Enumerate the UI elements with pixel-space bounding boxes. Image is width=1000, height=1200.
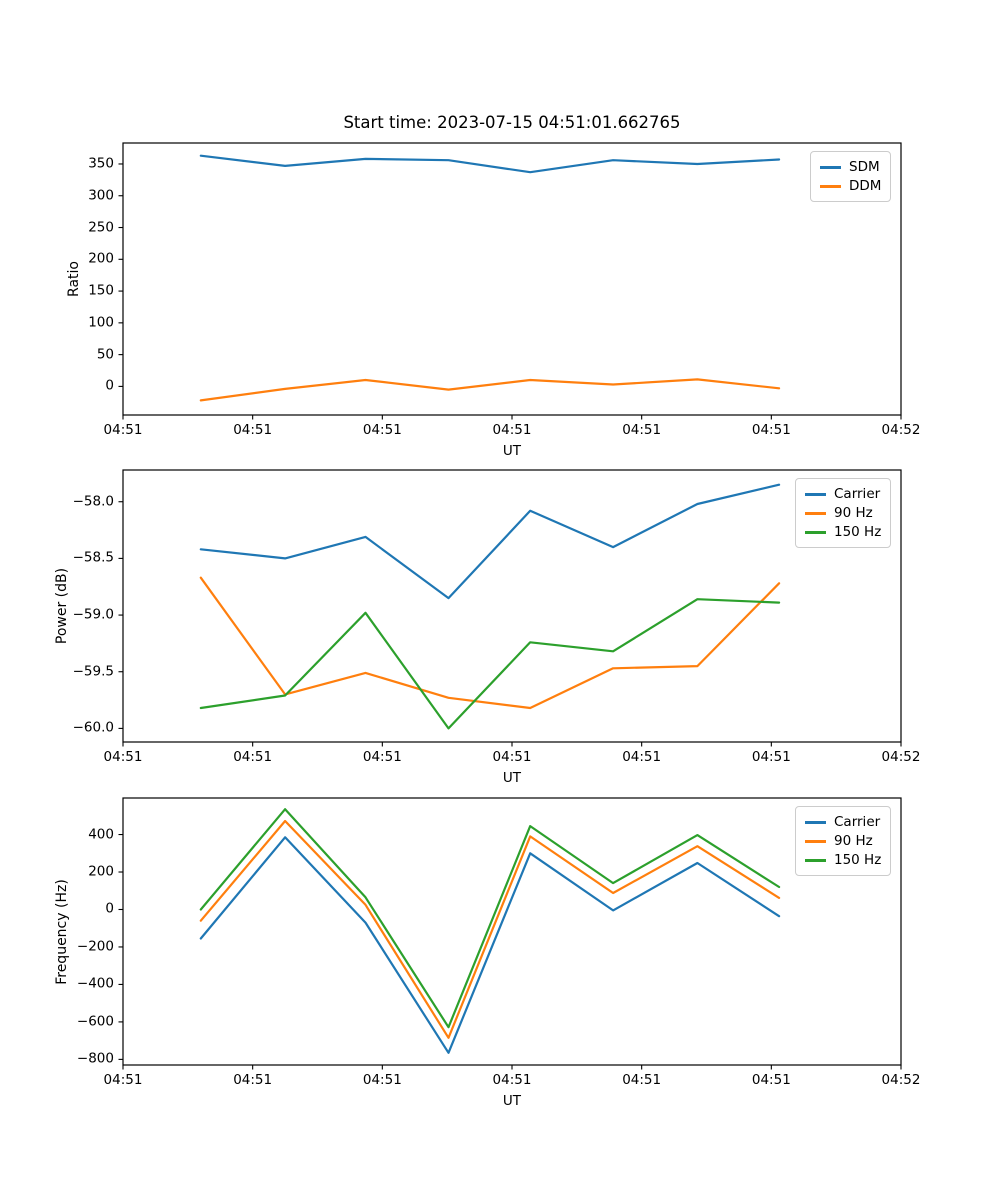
- legend-line-sample-icon: [805, 859, 826, 862]
- ratio-x-tick-label: 04:51: [622, 422, 662, 438]
- freq-series-carrier: [199, 836, 781, 1054]
- ratio-x-tick-label: 04:52: [881, 422, 921, 438]
- ratio-y-tick-label: 350: [88, 155, 114, 172]
- power-y-tick-label: −58.5: [72, 549, 114, 566]
- ratio-x-tick-label: 04:51: [362, 422, 402, 438]
- legend-entry-label: 90 Hz: [834, 504, 873, 521]
- power-legend-entry: 90 Hz: [805, 504, 881, 523]
- power-x-tick-label: 04:51: [622, 749, 662, 765]
- freq-legend: Carrier 90 Hz 150 Hz: [795, 806, 892, 876]
- freq-x-tick-label: 04:51: [492, 1072, 532, 1088]
- legend-line-sample-icon: [820, 185, 841, 188]
- ratio-y-tick-label: 250: [88, 218, 114, 235]
- ratio-y-tick-label: 50: [96, 345, 114, 362]
- legend-entry-label: Carrier: [834, 813, 881, 830]
- power-x-tick-label: 04:52: [881, 749, 921, 765]
- freq-plot-frame: [122, 797, 902, 1066]
- freq-x-tick-label: 04:51: [233, 1072, 273, 1088]
- power-x-tick-label: 04:51: [492, 749, 532, 765]
- ratio-plot-frame: [122, 142, 902, 416]
- power-legend-entry: Carrier: [805, 485, 881, 504]
- power-legend: Carrier 90 Hz 150 Hz: [795, 478, 892, 548]
- power-y-tick-label: −58.0: [72, 492, 114, 509]
- freq-x-tick-label: 04:51: [622, 1072, 662, 1088]
- power-y-tick-label: −59.5: [72, 662, 114, 679]
- legend-line-sample-icon: [805, 531, 826, 534]
- ratio-xlabel: UT: [502, 443, 522, 459]
- power-ylabel: Power (dB): [54, 567, 70, 645]
- ratio-y-tick-label: 0: [105, 377, 114, 394]
- ratio-y-tick-label: 300: [88, 186, 114, 203]
- ratio-legend: SDM DDM: [810, 151, 892, 202]
- freq-series-90-hz: [199, 819, 781, 1039]
- freq-xlabel: UT: [502, 1093, 522, 1109]
- ratio-legend-entry: SDM: [820, 158, 881, 177]
- legend-entry-label: 150 Hz: [834, 523, 882, 540]
- ratio-x-tick-label: 04:51: [103, 422, 143, 438]
- freq-y-tick-label: −200: [76, 938, 114, 955]
- ratio-x-tick-label: 04:51: [233, 422, 273, 438]
- freq-legend-entry: Carrier: [805, 813, 881, 832]
- freq-x-tick-label: 04:51: [751, 1072, 791, 1088]
- freq-y-tick-label: −600: [76, 1013, 114, 1030]
- ratio-y-tick-label: 150: [88, 282, 114, 299]
- power-series-carrier: [199, 483, 781, 600]
- legend-entry-label: 90 Hz: [834, 832, 873, 849]
- legend-line-sample-icon: [805, 840, 826, 843]
- freq-y-tick-label: 200: [88, 863, 114, 880]
- ratio-y-tick-label: 100: [88, 314, 114, 331]
- legend-line-sample-icon: [805, 493, 826, 496]
- ratio-x-tick-label: 04:51: [492, 422, 532, 438]
- power-x-tick-label: 04:51: [362, 749, 402, 765]
- freq-y-tick-label: −800: [76, 1050, 114, 1067]
- power-series-150-hz: [199, 598, 781, 730]
- ratio-series-sdm: [199, 154, 781, 174]
- legend-entry-label: 150 Hz: [834, 851, 882, 868]
- ratio-y-tick-label: 200: [88, 250, 114, 267]
- ratio-series-ddm: [199, 378, 781, 402]
- legend-line-sample-icon: [820, 166, 841, 169]
- freq-x-tick-label: 04:51: [362, 1072, 402, 1088]
- power-x-tick-label: 04:51: [233, 749, 273, 765]
- power-y-tick-label: −60.0: [72, 719, 114, 736]
- freq-y-tick-label: 400: [88, 825, 114, 842]
- legend-entry-label: Carrier: [834, 485, 881, 502]
- legend-entry-label: SDM: [849, 158, 880, 175]
- freq-y-tick-label: −400: [76, 975, 114, 992]
- legend-entry-label: DDM: [849, 177, 882, 194]
- freq-series-150-hz: [199, 808, 781, 1029]
- power-x-tick-label: 04:51: [103, 749, 143, 765]
- power-xlabel: UT: [502, 770, 522, 786]
- power-x-tick-label: 04:51: [751, 749, 791, 765]
- ratio-legend-entry: DDM: [820, 177, 881, 196]
- ratio-x-tick-label: 04:51: [751, 422, 791, 438]
- legend-line-sample-icon: [805, 821, 826, 824]
- freq-x-tick-label: 04:52: [881, 1072, 921, 1088]
- freq-x-tick-label: 04:51: [103, 1072, 143, 1088]
- freq-legend-entry: 90 Hz: [805, 832, 881, 851]
- power-y-tick-label: −59.0: [72, 606, 114, 623]
- freq-legend-entry: 150 Hz: [805, 851, 881, 870]
- power-legend-entry: 150 Hz: [805, 523, 881, 542]
- power-series-90-hz: [199, 576, 781, 710]
- freq-ylabel: Frequency (Hz): [54, 878, 70, 985]
- legend-line-sample-icon: [805, 512, 826, 515]
- freq-y-tick-label: 0: [105, 900, 114, 917]
- figure-title: Start time: 2023-07-15 04:51:01.662765: [343, 113, 681, 132]
- ratio-ylabel: Ratio: [66, 261, 82, 297]
